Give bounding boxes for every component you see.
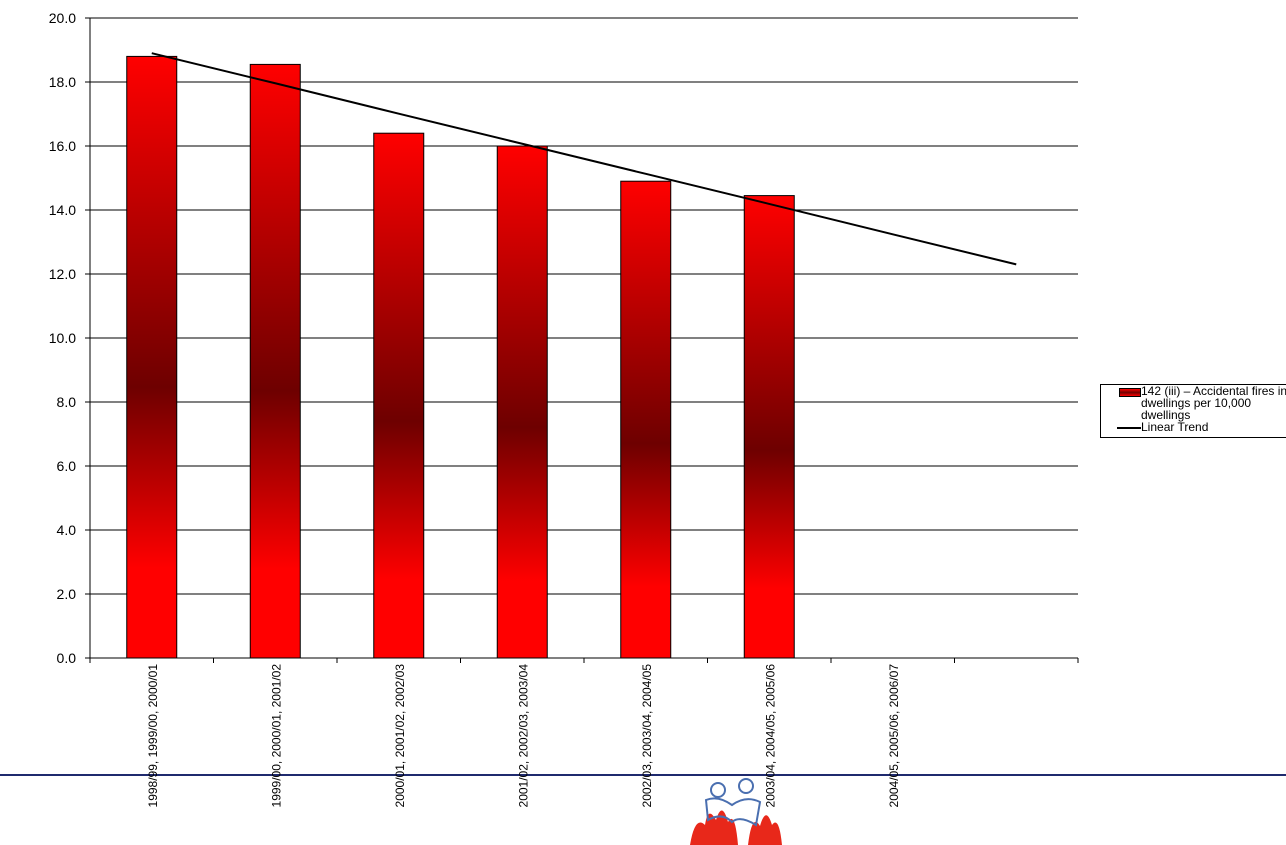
logo	[690, 778, 782, 845]
y-tick-label: 2.0	[57, 586, 77, 602]
legend-swatch	[1119, 388, 1141, 397]
bar	[373, 132, 425, 659]
legend: 142 (iii) – Accidental fires in dwelling…	[1100, 384, 1286, 438]
legend-item: 142 (iii) – Accidental fires in dwelling…	[1101, 385, 1286, 421]
bar	[249, 63, 301, 659]
x-tick-label: 2001/02, 2002/03, 2003/04	[516, 664, 530, 808]
bar	[496, 145, 548, 659]
x-tick-label: 1999/00, 2000/01, 2001/02	[269, 664, 283, 808]
y-tick-label: 20.0	[49, 10, 76, 26]
y-tick-label: 0.0	[57, 650, 77, 666]
y-tick-label: 12.0	[49, 266, 76, 282]
x-tick-label: 2004/05, 2005/06, 2006/07	[887, 664, 901, 808]
legend-label: 142 (iii) – Accidental fires in dwelling…	[1141, 384, 1286, 422]
legend-item: Linear Trend	[1101, 421, 1286, 433]
y-tick-label: 8.0	[57, 394, 77, 410]
x-tick-label: 1998/99, 1999/00, 2000/01	[146, 664, 160, 808]
bar	[126, 55, 178, 659]
legend-swatch	[1117, 427, 1141, 429]
y-tick-label: 6.0	[57, 458, 77, 474]
bar	[620, 180, 672, 659]
y-tick-label: 14.0	[49, 202, 76, 218]
y-tick-label: 16.0	[49, 138, 76, 154]
x-tick-label: 2003/04, 2004/05, 2005/06	[763, 664, 777, 808]
x-tick-label: 2002/03, 2003/04, 2004/05	[640, 664, 654, 808]
y-tick-label: 10.0	[49, 330, 76, 346]
x-tick-label: 2000/01, 2001/02, 2002/03	[393, 664, 407, 808]
y-tick-label: 4.0	[57, 522, 77, 538]
bar	[743, 195, 795, 659]
legend-label: Linear Trend	[1141, 420, 1209, 434]
trend-line	[151, 52, 1017, 266]
y-tick-label: 18.0	[49, 74, 76, 90]
